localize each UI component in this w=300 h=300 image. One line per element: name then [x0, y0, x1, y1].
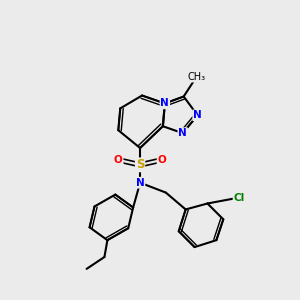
- Text: S: S: [136, 158, 144, 171]
- Text: N: N: [178, 128, 187, 138]
- Text: N: N: [160, 98, 169, 108]
- Text: N: N: [136, 178, 145, 188]
- Text: Cl: Cl: [233, 193, 245, 202]
- Text: O: O: [158, 155, 166, 165]
- Text: N: N: [193, 110, 202, 120]
- Text: CH₃: CH₃: [188, 72, 206, 82]
- Text: O: O: [114, 155, 123, 165]
